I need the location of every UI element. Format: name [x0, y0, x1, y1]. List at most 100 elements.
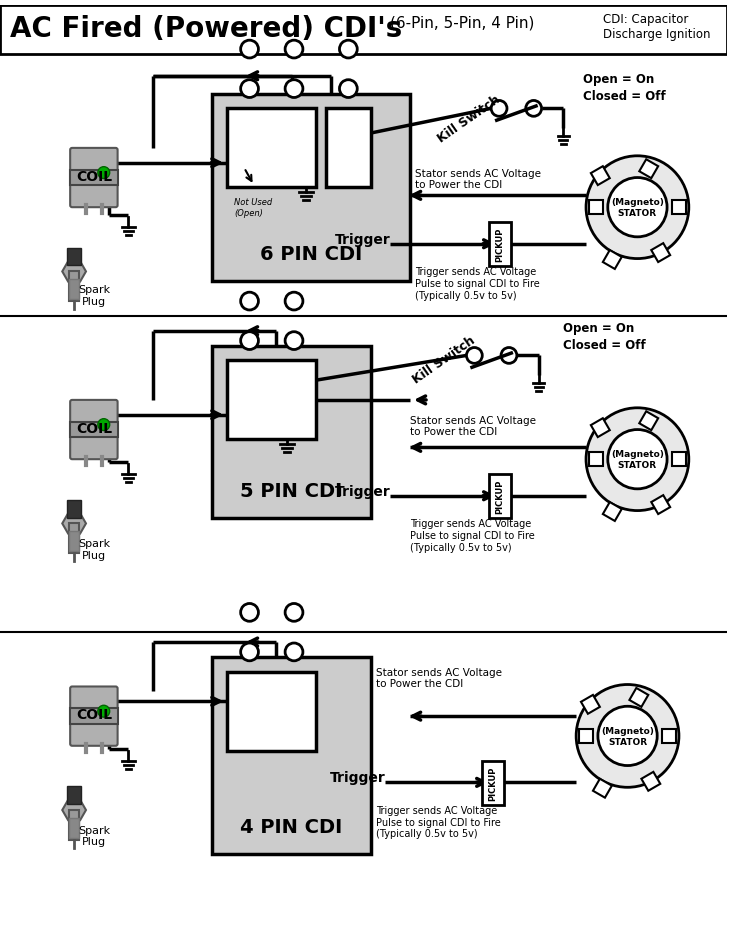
Text: Trigger sends AC Voltage
Pulse to signal CDI to Fire
(Typically 0.5v to 5v): Trigger sends AC Voltage Pulse to signal…	[410, 519, 535, 552]
Circle shape	[285, 41, 303, 59]
Bar	[591, 419, 609, 438]
Bar	[651, 244, 670, 263]
Circle shape	[98, 705, 110, 718]
Bar	[69, 272, 79, 302]
Text: CDI: Capacitor
Discharge Ignition: CDI: Capacitor Discharge Ignition	[603, 13, 710, 42]
Bar	[69, 524, 79, 553]
Bar	[69, 810, 79, 840]
Text: Closed = Off: Closed = Off	[583, 89, 666, 103]
Text: PICKUP: PICKUP	[495, 480, 505, 514]
Text: COIL: COIL	[76, 707, 112, 722]
Bar	[67, 248, 81, 267]
Bar	[227, 109, 316, 188]
Text: Not Used
(Open): Not Used (Open)	[234, 198, 272, 217]
FancyBboxPatch shape	[70, 686, 118, 746]
Text: (Magneto)
STATOR: (Magneto) STATOR	[611, 198, 664, 218]
Bar	[213, 94, 410, 282]
Circle shape	[285, 81, 303, 98]
Bar	[69, 818, 79, 838]
Circle shape	[241, 81, 258, 98]
Circle shape	[241, 332, 258, 350]
Text: 6 PIN CDI: 6 PIN CDI	[261, 245, 362, 264]
Text: Closed = Off: Closed = Off	[563, 338, 646, 351]
Circle shape	[586, 408, 689, 511]
Circle shape	[467, 348, 482, 364]
Circle shape	[98, 419, 110, 431]
Circle shape	[241, 604, 258, 622]
Circle shape	[241, 293, 258, 310]
Bar	[640, 160, 658, 179]
Bar	[629, 688, 648, 707]
Text: Stator sends AC Voltage
to Power the CDI: Stator sends AC Voltage to Power the CDI	[410, 415, 536, 437]
Polygon shape	[63, 514, 86, 534]
Bar	[0, 6, 727, 55]
Bar	[579, 729, 593, 744]
Polygon shape	[63, 800, 86, 821]
Bar	[70, 422, 118, 438]
Circle shape	[285, 293, 303, 310]
Text: Stator sends AC Voltage
to Power the CDI: Stator sends AC Voltage to Power the CDI	[415, 169, 541, 190]
Bar	[489, 223, 511, 268]
Text: COIL: COIL	[76, 169, 112, 184]
Bar	[591, 167, 609, 186]
Circle shape	[608, 178, 667, 238]
Text: PICKUP: PICKUP	[489, 765, 498, 801]
Bar	[581, 695, 600, 714]
Text: AC Fired (Powered) CDI's: AC Fired (Powered) CDI's	[10, 15, 402, 44]
Text: (6-Pin, 5-Pin, 4 Pin): (6-Pin, 5-Pin, 4 Pin)	[390, 15, 535, 30]
Text: Trigger: Trigger	[335, 485, 390, 498]
Bar	[70, 170, 118, 187]
Bar	[603, 503, 622, 522]
Bar	[662, 729, 676, 744]
Bar	[227, 361, 316, 440]
Bar	[326, 109, 371, 188]
Text: Stator sends AC Voltage
to Power the CDI: Stator sends AC Voltage to Power the CDI	[375, 667, 501, 688]
Circle shape	[285, 604, 303, 622]
Text: Trigger: Trigger	[330, 770, 386, 784]
Bar	[67, 786, 81, 804]
Bar	[672, 201, 686, 215]
Bar	[69, 532, 79, 551]
Text: Spark
Plug: Spark Plug	[78, 825, 110, 846]
Text: Trigger sends AC Voltage
Pulse to signal CDI to Fire
(Typically 0.5v to 5v): Trigger sends AC Voltage Pulse to signal…	[415, 268, 539, 301]
Text: Trigger sends AC Voltage
Pulse to signal CDI to Fire
(Typically 0.5v to 5v): Trigger sends AC Voltage Pulse to signal…	[375, 805, 500, 839]
Circle shape	[526, 101, 542, 117]
Circle shape	[285, 332, 303, 350]
Bar	[213, 657, 371, 855]
Bar	[672, 453, 686, 466]
Circle shape	[339, 81, 357, 98]
Circle shape	[608, 430, 667, 489]
Text: 5 PIN CDI: 5 PIN CDI	[241, 482, 343, 501]
Text: (Magneto)
STATOR: (Magneto) STATOR	[601, 726, 654, 745]
Bar	[227, 672, 316, 751]
Circle shape	[339, 41, 357, 59]
Text: COIL: COIL	[76, 421, 112, 435]
Text: Open = On: Open = On	[563, 322, 634, 334]
Bar	[67, 500, 81, 518]
Text: Trigger: Trigger	[335, 232, 390, 247]
Bar	[482, 761, 504, 805]
Circle shape	[598, 706, 657, 765]
Circle shape	[576, 684, 679, 787]
FancyBboxPatch shape	[70, 401, 118, 460]
Bar	[69, 280, 79, 300]
Text: Spark
Plug: Spark Plug	[78, 539, 110, 561]
Text: (Magneto)
STATOR: (Magneto) STATOR	[611, 450, 664, 469]
Bar	[213, 347, 371, 519]
Text: 4 PIN CDI: 4 PIN CDI	[241, 818, 343, 837]
Circle shape	[491, 101, 507, 117]
Text: PICKUP: PICKUP	[495, 228, 505, 262]
Bar	[589, 453, 603, 466]
Bar	[589, 201, 603, 215]
Bar	[640, 412, 658, 430]
Bar	[641, 772, 660, 791]
Bar	[593, 779, 612, 798]
Circle shape	[98, 168, 110, 179]
Circle shape	[285, 644, 303, 661]
Circle shape	[501, 348, 517, 364]
Bar	[489, 474, 511, 519]
Bar	[603, 250, 622, 269]
Circle shape	[586, 157, 689, 259]
Text: Kill Switch: Kill Switch	[435, 92, 502, 145]
Text: Kill Switch: Kill Switch	[410, 333, 478, 386]
